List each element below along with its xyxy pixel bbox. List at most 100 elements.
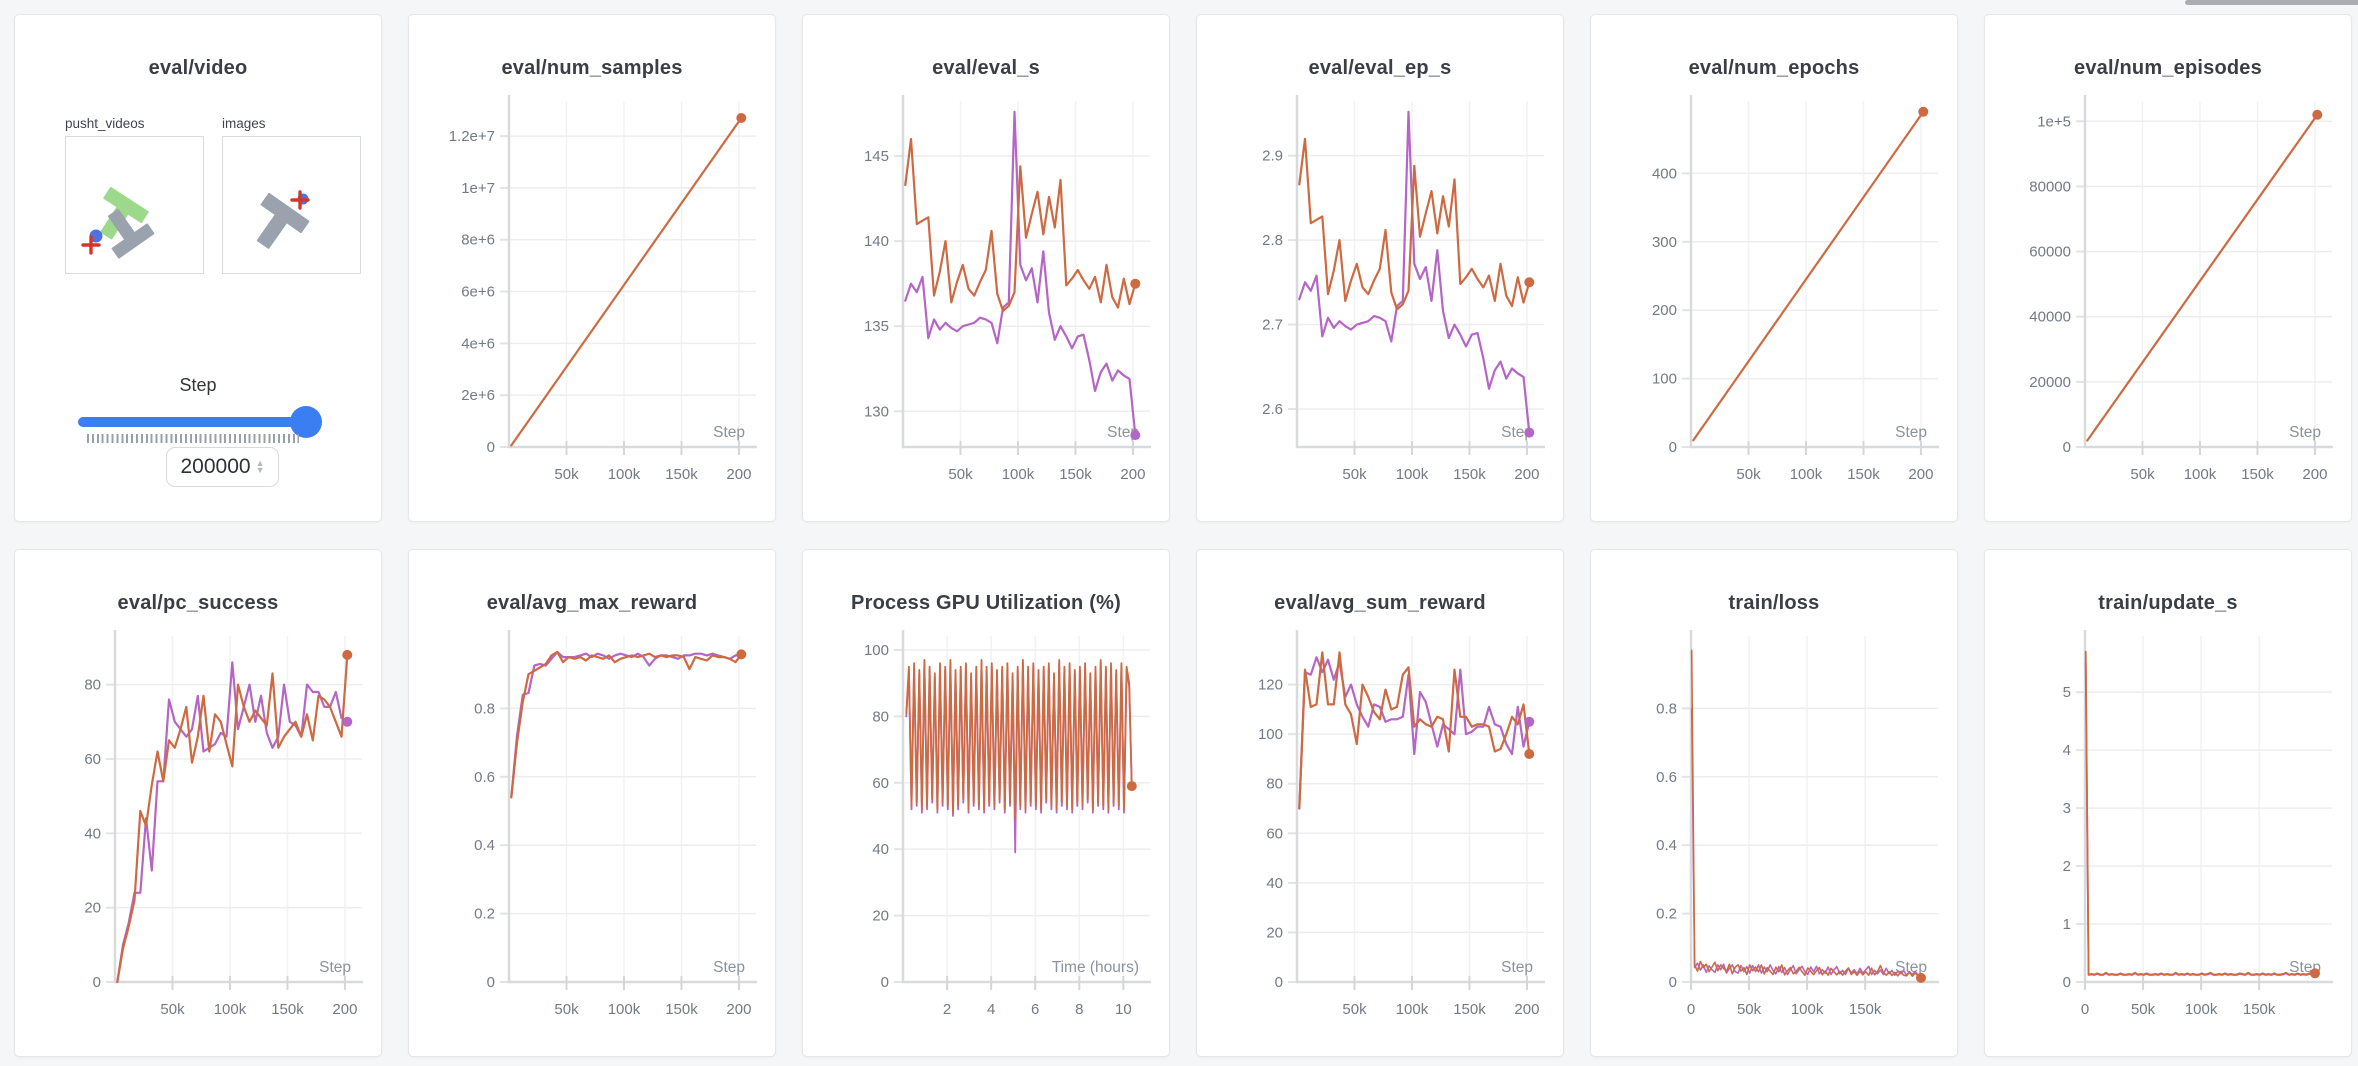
- series-line-run-purple: [904, 110, 1137, 437]
- y-tick-label: 80000: [2029, 178, 2071, 195]
- panel-eval-pc-success[interactable]: eval/pc_success 0 20 40 60 80 50k 100k 150k 200 S…: [14, 549, 382, 1057]
- y-tick-label: 40: [1266, 875, 1283, 892]
- panel-grid: eval/video pusht_videos images: [14, 14, 2352, 1057]
- y-tick-label: 0.8: [1656, 700, 1677, 717]
- x-axis-title: Step: [1501, 959, 1533, 976]
- panel-eval-avg-max-reward[interactable]: eval/avg_max_reward 0 0.2 0.4 0.6 0.8 50k 100k…: [408, 549, 776, 1057]
- x-tick-label: 50k: [1342, 1001, 1367, 1018]
- series-line-run-purple: [116, 661, 349, 983]
- x-tick-label: 100k: [1396, 1001, 1429, 1018]
- series-line-run-orange: [116, 653, 349, 983]
- y-tick-label: 0.6: [474, 769, 495, 786]
- y-tick-label: 4: [2063, 742, 2071, 759]
- x-tick-label: 150k: [271, 1001, 304, 1018]
- x-tick-label: 200: [1120, 466, 1145, 483]
- x-tick-label: 4: [987, 1001, 995, 1018]
- step-number-input[interactable]: 200000 ▲ ▼: [166, 447, 279, 487]
- panel-title: eval/num_epochs: [1688, 57, 1860, 79]
- chart-eval-num-samples: 0 2e+6 4e+6 6e+6 8e+6 1e+7 1.2e+7 50k 100k 150k 20…: [449, 95, 757, 483]
- y-tick-label: 100: [1652, 371, 1677, 388]
- y-tick-label: 2.9: [1262, 148, 1283, 165]
- video-thumbnail-pusht[interactable]: [65, 136, 204, 274]
- series-line-run-orange: [1690, 649, 1922, 979]
- panel-title: Process GPU Utilization (%): [851, 592, 1121, 614]
- y-tick-label: 40: [84, 825, 101, 842]
- y-tick-label: 145: [864, 148, 889, 165]
- panel-title: train/loss: [1728, 592, 1820, 614]
- panel-eval-num-samples[interactable]: eval/num_samples 0 2e+6 4e+6 6e+6 8e+6 1e+7 1.…: [408, 14, 776, 522]
- x-tick-label: 0: [2081, 1001, 2089, 1018]
- x-tick-label: 100k: [608, 466, 641, 483]
- step-down-icon[interactable]: ▼: [255, 465, 265, 475]
- panel-train-loss[interactable]: train/loss 0 0.2 0.4 0.6 0.8 0 50k 100k 150k Step: [1590, 549, 1958, 1057]
- panel-title: eval/num_episodes: [2074, 57, 2262, 79]
- pusht-scene-image: [81, 186, 155, 259]
- x-tick-label: 200: [2302, 466, 2327, 483]
- y-tick-label: 0.2: [1656, 906, 1677, 923]
- slider-tick-ruler: [87, 434, 299, 443]
- y-tick-label: 135: [864, 318, 889, 335]
- y-tick-label: 80: [872, 708, 889, 725]
- x-tick-label: 50k: [554, 466, 579, 483]
- panel-eval-eval-s[interactable]: eval/eval_s 130 135 140 145 50k 100k 150k 200 St…: [802, 14, 1170, 522]
- series-line-run-orange: [2086, 113, 2319, 442]
- y-tick-label: 80: [1266, 776, 1283, 793]
- y-tick-label: 0.2: [474, 906, 495, 923]
- x-tick-label: 150k: [665, 1001, 698, 1018]
- y-tick-label: 20000: [2029, 374, 2071, 391]
- y-tick-label: 130: [864, 403, 889, 420]
- chart-eval-num-episodes: 0 20000 40000 60000 80000 1e+5 50k 100k 150k 200 S…: [2029, 95, 2333, 483]
- y-tick-label: 20: [872, 908, 889, 925]
- y-tick-label: 0: [1669, 974, 1677, 991]
- y-tick-label: 120: [1258, 677, 1283, 694]
- y-tick-label: 0: [487, 974, 495, 991]
- chart-process-gpu-utilization: 0 20 40 60 80 100 2 4 6 8 10 Time (hours): [864, 630, 1151, 1018]
- x-axis-title: Step: [319, 959, 351, 976]
- y-tick-label: 80: [84, 677, 101, 694]
- series-end-dot-run-orange: [1126, 781, 1137, 792]
- x-tick-label: 150k: [1059, 466, 1092, 483]
- panel-eval-num-epochs[interactable]: eval/num_epochs 0 100 200 300 400 50k 100k 150k…: [1590, 14, 1958, 522]
- gray-t-block: [256, 192, 310, 249]
- y-tick-label: 20: [84, 900, 101, 917]
- y-tick-label: 8e+6: [461, 232, 495, 249]
- x-tick-label: 6: [1031, 1001, 1039, 1018]
- series-end-dot-run-orange: [736, 113, 747, 123]
- panel-eval-video[interactable]: eval/video pusht_videos images: [14, 14, 382, 522]
- step-slider[interactable]: [78, 406, 322, 438]
- horizontal-scrollbar[interactable]: [2185, 0, 2358, 5]
- step-up-icon[interactable]: ▲: [255, 458, 265, 468]
- y-tick-label: 0: [1275, 974, 1283, 991]
- panel-eval-avg-sum-reward[interactable]: eval/avg_sum_reward 0 20 40 60 80 100 120 50k 10…: [1196, 549, 1564, 1057]
- step-slider-thumb[interactable]: [290, 406, 322, 438]
- image-thumbnail[interactable]: [222, 136, 361, 274]
- y-tick-label: 100: [864, 642, 889, 659]
- panel-eval-num-episodes[interactable]: eval/num_episodes 0 20000 40000 60000 80000 1…: [1984, 14, 2352, 522]
- y-tick-label: 1.2e+7: [449, 128, 495, 145]
- panel-title: train/update_s: [2098, 592, 2238, 614]
- series-end-dot-run-orange: [1130, 278, 1141, 289]
- y-tick-label: 4e+6: [461, 335, 495, 352]
- y-tick-label: 100: [1258, 726, 1283, 743]
- panel-process-gpu-utilization[interactable]: Process GPU Utilization (%) 0 20 40 60 80 100…: [802, 549, 1170, 1057]
- y-tick-label: 2e+6: [461, 387, 495, 404]
- x-tick-label: 50k: [1737, 1001, 1762, 1018]
- y-tick-label: 60: [84, 751, 101, 768]
- x-tick-label: 50k: [2130, 466, 2155, 483]
- series-end-dot-run-purple: [1524, 427, 1535, 438]
- chart-eval-num-epochs: 0 100 200 300 400 50k 100k 150k 200 Step: [1652, 95, 1939, 483]
- stepper-buttons[interactable]: ▲ ▼: [255, 458, 265, 475]
- x-tick-label: 50k: [554, 1001, 579, 1018]
- pusht-scene-image: [256, 190, 310, 249]
- series-line-run-purple: [1298, 656, 1531, 810]
- panel-eval-eval-ep-s[interactable]: eval/eval_ep_s 2.6 2.7 2.8 2.9 50k 100k 150k 20…: [1196, 14, 1564, 522]
- x-axis-title: Step: [1895, 424, 1927, 441]
- series-line-run-orange: [510, 116, 743, 447]
- y-tick-label: 40000: [2029, 309, 2071, 326]
- x-tick-label: 200: [726, 466, 751, 483]
- y-tick-label: 0.4: [474, 837, 495, 854]
- y-tick-label: 0: [1669, 439, 1677, 456]
- panel-train-update-s[interactable]: train/update_s 0 1 2 3 4 5 0 50k 100k 150k Step: [1984, 549, 2352, 1057]
